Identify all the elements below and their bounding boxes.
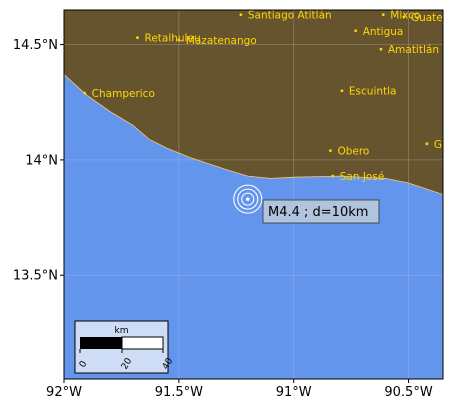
event-annotation: M4.4 ; d=10km — [262, 199, 380, 224]
city-marker: Amatitlán — [379, 44, 439, 56]
sea-area — [64, 74, 443, 379]
y-tick-label: 13.5°N — [13, 269, 58, 284]
city-dot — [177, 38, 181, 42]
earthquake-marker[interactable] — [233, 184, 263, 214]
city-label: Obero — [337, 146, 369, 158]
event-ring-inner — [241, 192, 255, 206]
map-frame — [63, 9, 444, 380]
x-tick-label: 90.5°W — [384, 385, 432, 400]
city-marker: G — [425, 139, 442, 151]
city-dot — [329, 149, 332, 153]
city-dot — [379, 47, 383, 51]
city-label: G — [434, 139, 442, 151]
city-marker: Antigua — [354, 26, 403, 38]
graticule — [64, 10, 443, 379]
city-dot — [83, 91, 87, 95]
city-marker: Santiago Atitlán — [239, 10, 332, 22]
city-marker: Obero — [329, 146, 369, 158]
city-dot — [331, 174, 335, 178]
city-dot — [381, 13, 385, 17]
event-ring-outer — [233, 184, 263, 214]
x-tick-label: 91.5°W — [155, 385, 203, 400]
city-label: Mazatenango — [186, 35, 257, 47]
event-ring-middle — [237, 188, 259, 210]
city-label: Amatitlán — [388, 44, 439, 56]
scale-bar-segment-white — [121, 336, 164, 350]
city-label: Champerico — [92, 88, 155, 100]
y-tick-label: 14°N — [25, 153, 58, 168]
city-label: Guate — [411, 12, 443, 24]
event-annotation-label: M4.4 ; d=10km — [268, 205, 368, 220]
city-marker: San José — [331, 171, 384, 183]
city-dot — [136, 36, 139, 40]
scale-bar: km 0 20 40 — [74, 320, 175, 374]
city-marker: Mazatenango — [177, 35, 257, 47]
city-marker: Mixco — [381, 10, 420, 22]
city-label: Retalhuleu — [145, 33, 201, 45]
city-dot — [340, 89, 344, 93]
city-marker: Guate — [402, 12, 443, 24]
city-dot — [239, 13, 243, 17]
axis-ticks: 92°W 91.5°W 91°W 90.5°W 14.5°N 14°N 13.5°N — [13, 38, 433, 400]
x-tick-label: 91°W — [276, 385, 312, 400]
scale-bar-segment-black — [80, 337, 122, 349]
coastline — [64, 74, 443, 195]
city-label: Mixco — [390, 10, 420, 22]
x-tick-label: 92°W — [46, 385, 82, 400]
y-tick-label: 14.5°N — [13, 38, 58, 53]
city-dot — [425, 142, 429, 146]
city-label: Antigua — [363, 26, 404, 38]
scale-bar-unit: km — [115, 326, 129, 336]
city-marker: Escuintla — [340, 86, 397, 98]
city-marker: Retalhuleu — [136, 33, 201, 45]
city-marker: Champerico — [83, 88, 155, 100]
event-epicenter-dot — [245, 197, 250, 201]
scale-bar-label-0: 0 — [78, 359, 90, 369]
city-label: Escuintla — [349, 86, 397, 98]
city-dot — [354, 29, 358, 33]
city-label: Santiago Atitlán — [248, 10, 332, 22]
event-annotation-box — [262, 199, 380, 224]
city-label: San José — [340, 171, 385, 183]
city-dot — [402, 15, 406, 19]
